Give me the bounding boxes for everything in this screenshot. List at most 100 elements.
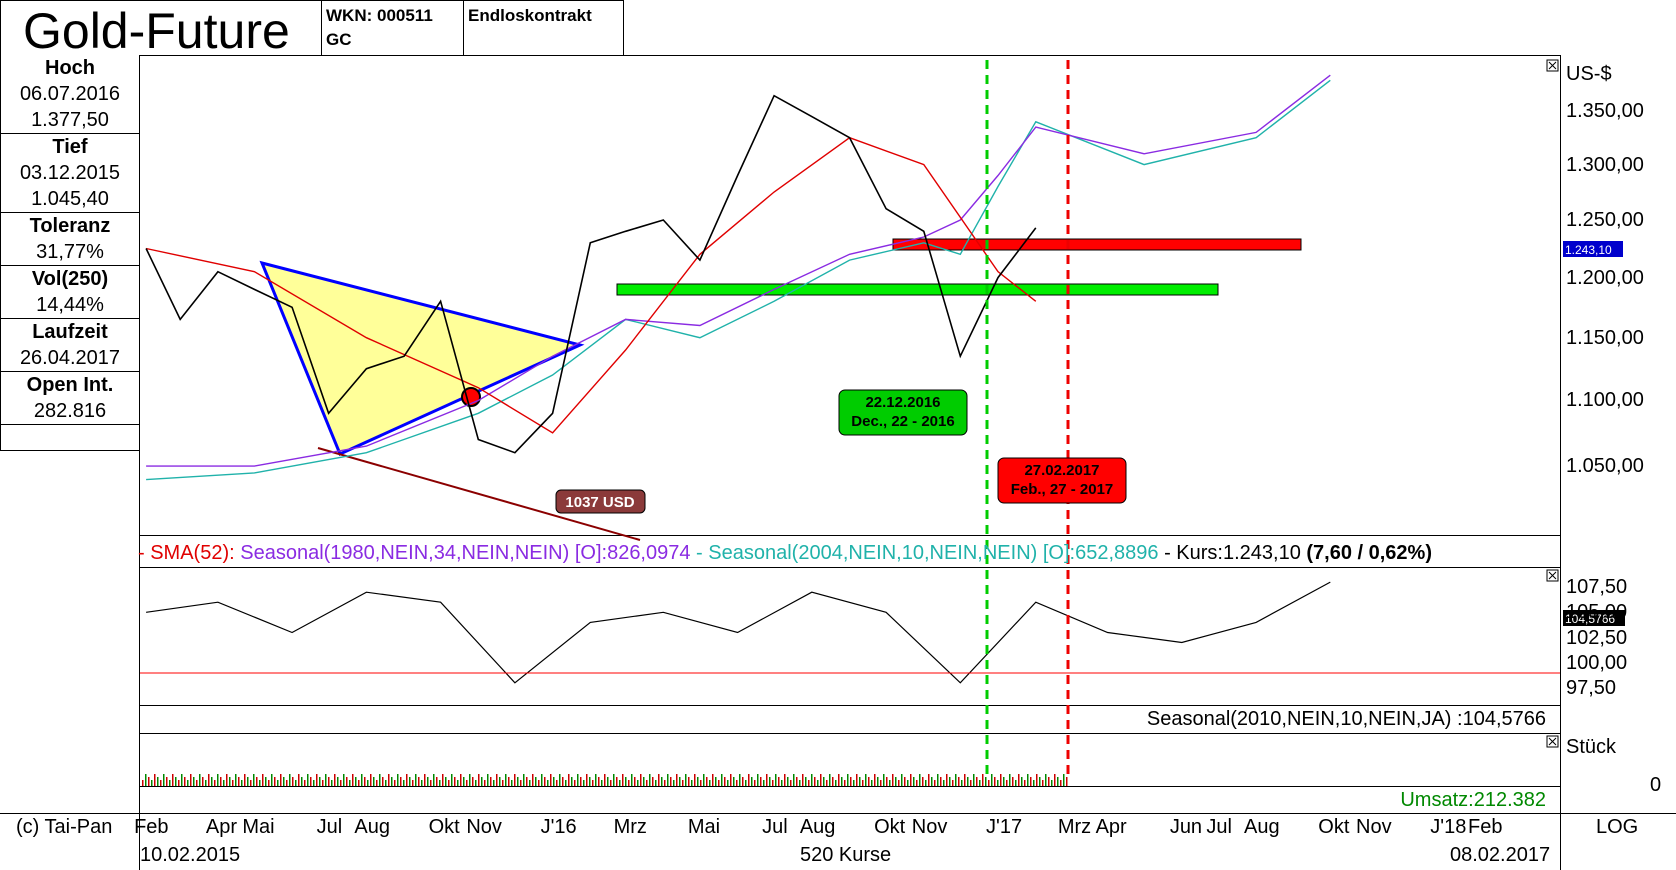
volume-bar [1039, 777, 1041, 786]
volume-bar [577, 774, 579, 786]
volume-bar [988, 780, 990, 786]
volume-bar [142, 780, 144, 786]
volume-bar [727, 780, 729, 786]
close-icon[interactable] [1546, 735, 1559, 748]
series-line-seasonal-2004 [146, 79, 1331, 481]
volume-bar [424, 774, 426, 786]
volume-bar [817, 780, 819, 786]
month-label: Aug [799, 816, 836, 838]
volume-bar [757, 774, 759, 786]
volume-bar [502, 780, 504, 786]
volume-bar [868, 777, 870, 786]
volume-bar [961, 780, 963, 786]
volume-bar [295, 780, 297, 786]
price-legend: - SMA(52): Seasonal(1980,NEIN,34,NEIN,NE… [138, 540, 1432, 566]
volume-bar [355, 777, 357, 786]
volume-bar [814, 777, 816, 786]
scale-toggle[interactable]: LOG [1596, 816, 1639, 838]
volume-bar [766, 774, 768, 786]
volume-bar [157, 777, 159, 786]
volume-bar [619, 780, 621, 786]
volume-bar [778, 777, 780, 786]
volume-bar [511, 780, 513, 786]
volume-bar [562, 777, 564, 786]
volume-bar [883, 774, 885, 786]
volume-bar [421, 780, 423, 786]
stat-label: Toleranz [29, 215, 111, 237]
volume-bar [397, 774, 399, 786]
month-label: Feb [1468, 816, 1503, 838]
volume-bar [532, 774, 534, 786]
stat-value: 1.377,50 [31, 109, 109, 131]
seasonal-tick-label: 107,50 [1566, 576, 1628, 599]
volume-bar [829, 774, 831, 786]
month-label: Aug [354, 816, 390, 838]
close-icon[interactable] [1546, 59, 1559, 72]
volume-bar [997, 780, 999, 786]
volume-bar [736, 780, 738, 786]
volume-bar [448, 780, 450, 786]
volume-bar [307, 774, 309, 786]
volume-bar [922, 777, 924, 786]
price-tick-label: 1.150,00 [1566, 326, 1644, 349]
date2-line2: Feb., 27 - 2017 [1011, 481, 1114, 498]
volume-bar [373, 777, 375, 786]
legend-seasonal-1980: Seasonal(1980,NEIN,34,NEIN,NEIN) [O]:826… [240, 542, 691, 564]
volume-bar [505, 774, 507, 786]
volume-bar [592, 780, 594, 786]
umsatz-label: Umsatz:212.382 [1400, 789, 1546, 811]
stat-value: 1.045,40 [31, 188, 109, 210]
volume-bar [487, 774, 489, 786]
volume-bar [346, 777, 348, 786]
volume-bar [205, 780, 207, 786]
volume-bar [901, 774, 903, 786]
target-trendline [317, 447, 641, 541]
volume-bar [466, 780, 468, 786]
contract-box: Endloskontrakt [463, 0, 624, 56]
volume-bar [781, 780, 783, 786]
volume-bar [535, 777, 537, 786]
close-icon[interactable] [1546, 569, 1559, 582]
volume-bar [1009, 774, 1011, 786]
volume-unit-label: Stück [1566, 736, 1617, 758]
volume-bar [277, 780, 279, 786]
volume-bar [856, 774, 858, 786]
volume-bar [970, 780, 972, 786]
price-tick-label: 1.100,00 [1566, 389, 1644, 412]
target-price-label: 1037 USD [565, 494, 634, 511]
volume-bar [304, 780, 306, 786]
volume-bar [508, 777, 510, 786]
volume-bar [793, 774, 795, 786]
volume-bar [160, 780, 162, 786]
volume-bar [550, 774, 552, 786]
series-line-sma [145, 136, 1037, 434]
volume-bar [163, 774, 165, 786]
start-date-label: 10.02.2015 [140, 844, 241, 866]
volume-bar [553, 777, 555, 786]
volume-bar [613, 774, 615, 786]
volume-bar [385, 780, 387, 786]
seasonal-index-line [146, 581, 1331, 684]
volume-bar [445, 777, 447, 786]
series-line-seasonal-1980 [146, 74, 1331, 467]
volume-bar [526, 777, 528, 786]
volume-bar [718, 780, 720, 786]
volume-bar [631, 774, 633, 786]
month-label: Apr [205, 816, 238, 838]
volume-bar [544, 777, 546, 786]
volume-bar [1057, 777, 1059, 786]
volume-bar [469, 774, 471, 786]
legend-sma: - SMA(52): [138, 542, 235, 564]
month-label: Okt [1318, 816, 1350, 838]
volume-bar [706, 777, 708, 786]
volume-bar [319, 777, 321, 786]
seasonal-tick-label: 105,00 [1566, 601, 1628, 624]
volume-bar [361, 774, 363, 786]
volume-bar [1048, 777, 1050, 786]
volume-bar [685, 774, 687, 786]
volume-bar [670, 777, 672, 786]
volume-bar [760, 777, 762, 786]
support-bar [616, 283, 1219, 296]
volume-bar [337, 777, 339, 786]
